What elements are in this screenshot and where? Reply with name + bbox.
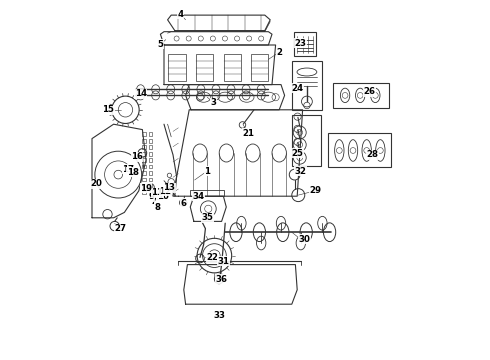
Bar	[292, 61, 322, 110]
Text: 11: 11	[151, 188, 163, 197]
Bar	[292, 115, 320, 166]
Text: 30: 30	[298, 235, 310, 244]
Bar	[333, 83, 389, 108]
Text: 9: 9	[148, 192, 154, 201]
Bar	[148, 145, 152, 149]
Bar	[328, 133, 391, 167]
Text: 25: 25	[291, 149, 303, 158]
Bar	[148, 178, 152, 181]
Text: 24: 24	[291, 84, 303, 93]
Text: 4: 4	[177, 10, 184, 19]
Text: 2: 2	[276, 48, 282, 57]
Text: 36: 36	[216, 274, 227, 284]
Text: 12: 12	[159, 187, 171, 196]
Bar	[148, 171, 152, 175]
Bar	[143, 158, 146, 162]
Bar	[143, 191, 146, 194]
Text: 1: 1	[204, 166, 210, 175]
Text: 7: 7	[150, 197, 156, 206]
Bar	[148, 165, 152, 168]
Bar	[143, 171, 146, 175]
Text: 10: 10	[157, 192, 169, 201]
Bar	[143, 184, 146, 188]
Bar	[294, 32, 316, 56]
Bar	[223, 54, 241, 81]
Text: 26: 26	[363, 87, 375, 96]
Bar	[148, 191, 152, 194]
Bar	[143, 139, 146, 143]
Text: 15: 15	[102, 105, 114, 114]
Text: 6: 6	[181, 199, 187, 208]
Text: 13: 13	[163, 184, 175, 192]
Text: 20: 20	[91, 179, 102, 188]
Bar	[148, 139, 152, 143]
Text: 18: 18	[127, 167, 139, 176]
Bar	[190, 190, 224, 196]
Text: 27: 27	[115, 224, 127, 233]
Bar	[148, 158, 152, 162]
Bar	[251, 54, 269, 81]
Text: 16: 16	[131, 152, 143, 161]
Text: 8: 8	[154, 202, 161, 211]
Bar	[148, 184, 152, 188]
Text: 32: 32	[295, 166, 307, 175]
Bar	[148, 152, 152, 156]
Text: 35: 35	[201, 213, 213, 222]
Bar	[196, 54, 213, 81]
Text: 3: 3	[211, 98, 217, 107]
Text: 22: 22	[207, 253, 219, 262]
Bar	[143, 132, 146, 136]
Text: 23: 23	[295, 39, 307, 48]
Text: 14: 14	[135, 89, 147, 98]
Text: 17: 17	[122, 165, 134, 174]
Text: 33: 33	[214, 310, 226, 320]
Text: 31: 31	[218, 256, 229, 265]
Text: 28: 28	[367, 150, 379, 159]
Bar	[169, 54, 186, 81]
Text: 21: 21	[243, 129, 255, 138]
Bar	[143, 165, 146, 168]
Text: 34: 34	[192, 192, 204, 201]
Text: 5: 5	[158, 40, 164, 49]
Bar	[148, 132, 152, 136]
Text: 19: 19	[140, 184, 152, 193]
Bar	[143, 145, 146, 149]
Bar	[143, 178, 146, 181]
Bar	[143, 152, 146, 156]
Text: 29: 29	[309, 186, 321, 195]
